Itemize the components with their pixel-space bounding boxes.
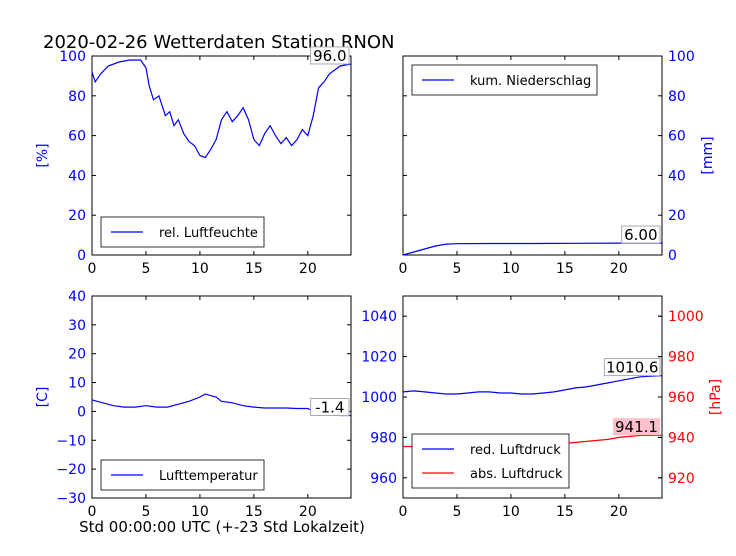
panel2-ytick-label: 100 (668, 49, 695, 65)
panel2-frame (402, 55, 663, 256)
panel2-xtick-label: 15 (556, 261, 574, 277)
panel1-series-line (91, 59, 352, 159)
panel4-xtick-label: 20 (610, 504, 628, 520)
panel1-ytick-label: 60 (68, 129, 86, 145)
panel3-xtick-label: 5 (141, 504, 150, 520)
panel2-xtick-label: 10 (502, 261, 520, 277)
panel2-ytick-label: 60 (668, 129, 686, 145)
panel1-ytick-label: 20 (68, 208, 86, 224)
panel2-legend-label: kum. Niederschlag (470, 74, 591, 89)
panel3-ylabel: [C] (35, 387, 51, 408)
panel4-ytick-label: 1020 (361, 350, 397, 366)
panel3-ytick-label: 30 (68, 318, 86, 334)
panel4-ylabel: [hPa] (708, 379, 724, 415)
panel4-ytick-label: 1000 (361, 390, 397, 406)
panel4-ytick-right-label: 980 (668, 350, 695, 366)
panel4-xtick-label: 15 (556, 504, 574, 520)
panel3-ytick-label: 0 (77, 404, 86, 420)
panel2-series-line (402, 242, 662, 256)
panel2-ytick-label: 20 (668, 208, 686, 224)
panel1-ytick-label: 0 (77, 248, 86, 264)
panel4-xtick-label: 5 (452, 504, 461, 520)
panel1-value-label: 96.0 (313, 47, 346, 65)
panel3-ytick-label: 20 (68, 347, 86, 363)
panel2-ylabel: [mm] (700, 136, 716, 174)
panel3-ytick-label: −20 (56, 462, 86, 478)
panel4-value-label: 941.1 (615, 418, 658, 436)
panel3-xtick-label: 0 (88, 504, 97, 520)
panel4-ytick-label: 980 (370, 430, 397, 446)
panel1-xtick-label: 5 (141, 261, 150, 277)
panel4-ytick-right-label: 960 (668, 390, 695, 406)
panel2-xtick-label: 20 (610, 261, 628, 277)
panel4-legend-label: red. Luftdruck (470, 443, 561, 458)
panel1-ytick-label: 80 (68, 89, 86, 105)
panel1-ylabel: [%] (35, 143, 51, 167)
panel2-value-label-box (621, 225, 661, 244)
panel3-xtick-label: 15 (245, 504, 263, 520)
panel1-legend-label: rel. Luftfeuchte (159, 226, 258, 241)
panel3-value-label-box (310, 397, 350, 416)
panel3-xtick-label: 20 (299, 504, 317, 520)
panel4-value-label-box (603, 358, 661, 377)
panel3-series-line (91, 393, 351, 417)
panel4-legend-label: abs. Luftdruck (470, 467, 563, 482)
x-axis-footer-label: Std 00:00:00 UTC (+-23 Std Lokalzeit) (79, 518, 365, 536)
panel3-legend-label: Lufttemperatur (159, 469, 258, 484)
panel4-ytick-right-label: 1000 (668, 309, 704, 325)
panel2-xtick-label: 0 (399, 261, 408, 277)
panel3-xtick-label: 10 (191, 504, 209, 520)
panel3-ytick-label: 40 (68, 289, 86, 305)
panel1-xtick-label: 15 (245, 261, 263, 277)
panel1-xtick-label: 20 (299, 261, 317, 277)
panel1-frame (91, 55, 352, 256)
panel4-value-label: 1010.6 (606, 359, 659, 377)
panel3-ytick-label: −10 (56, 433, 86, 449)
panel2-value-label: 6.00 (624, 226, 657, 244)
panel1-ytick-label: 100 (59, 49, 86, 65)
panel2-xtick-label: 5 (452, 261, 461, 277)
panel4-ytick-right-label: 940 (668, 430, 695, 446)
panel1-xtick-label: 0 (88, 261, 97, 277)
panel3-ytick-label: −30 (56, 491, 86, 507)
panel3-frame (91, 295, 352, 499)
panel2-ytick-label: 40 (668, 168, 686, 184)
panel1-ytick-label: 40 (68, 168, 86, 184)
panel4-xtick-label: 0 (399, 504, 408, 520)
panel3-value-label: -1.4 (315, 398, 344, 416)
panel4-ytick-right-label: 920 (668, 471, 695, 487)
panel1-xtick-label: 10 (191, 261, 209, 277)
panel4-legend-box (411, 433, 570, 489)
panel3-ytick-label: 10 (68, 376, 86, 392)
figure-title: 2020-02-26 Wetterdaten Station RNON (43, 32, 394, 53)
panel4-ytick-label: 960 (370, 471, 397, 487)
panel4-xtick-label: 10 (502, 504, 520, 520)
panel1-value-label-box (310, 46, 350, 65)
panel4-series-line (402, 375, 663, 395)
panel4-value-label-box (613, 418, 660, 436)
panel2-ytick-label: 80 (668, 89, 686, 105)
panel4-ytick-label: 1040 (361, 309, 397, 325)
panel2-ytick-label: 0 (668, 248, 677, 264)
